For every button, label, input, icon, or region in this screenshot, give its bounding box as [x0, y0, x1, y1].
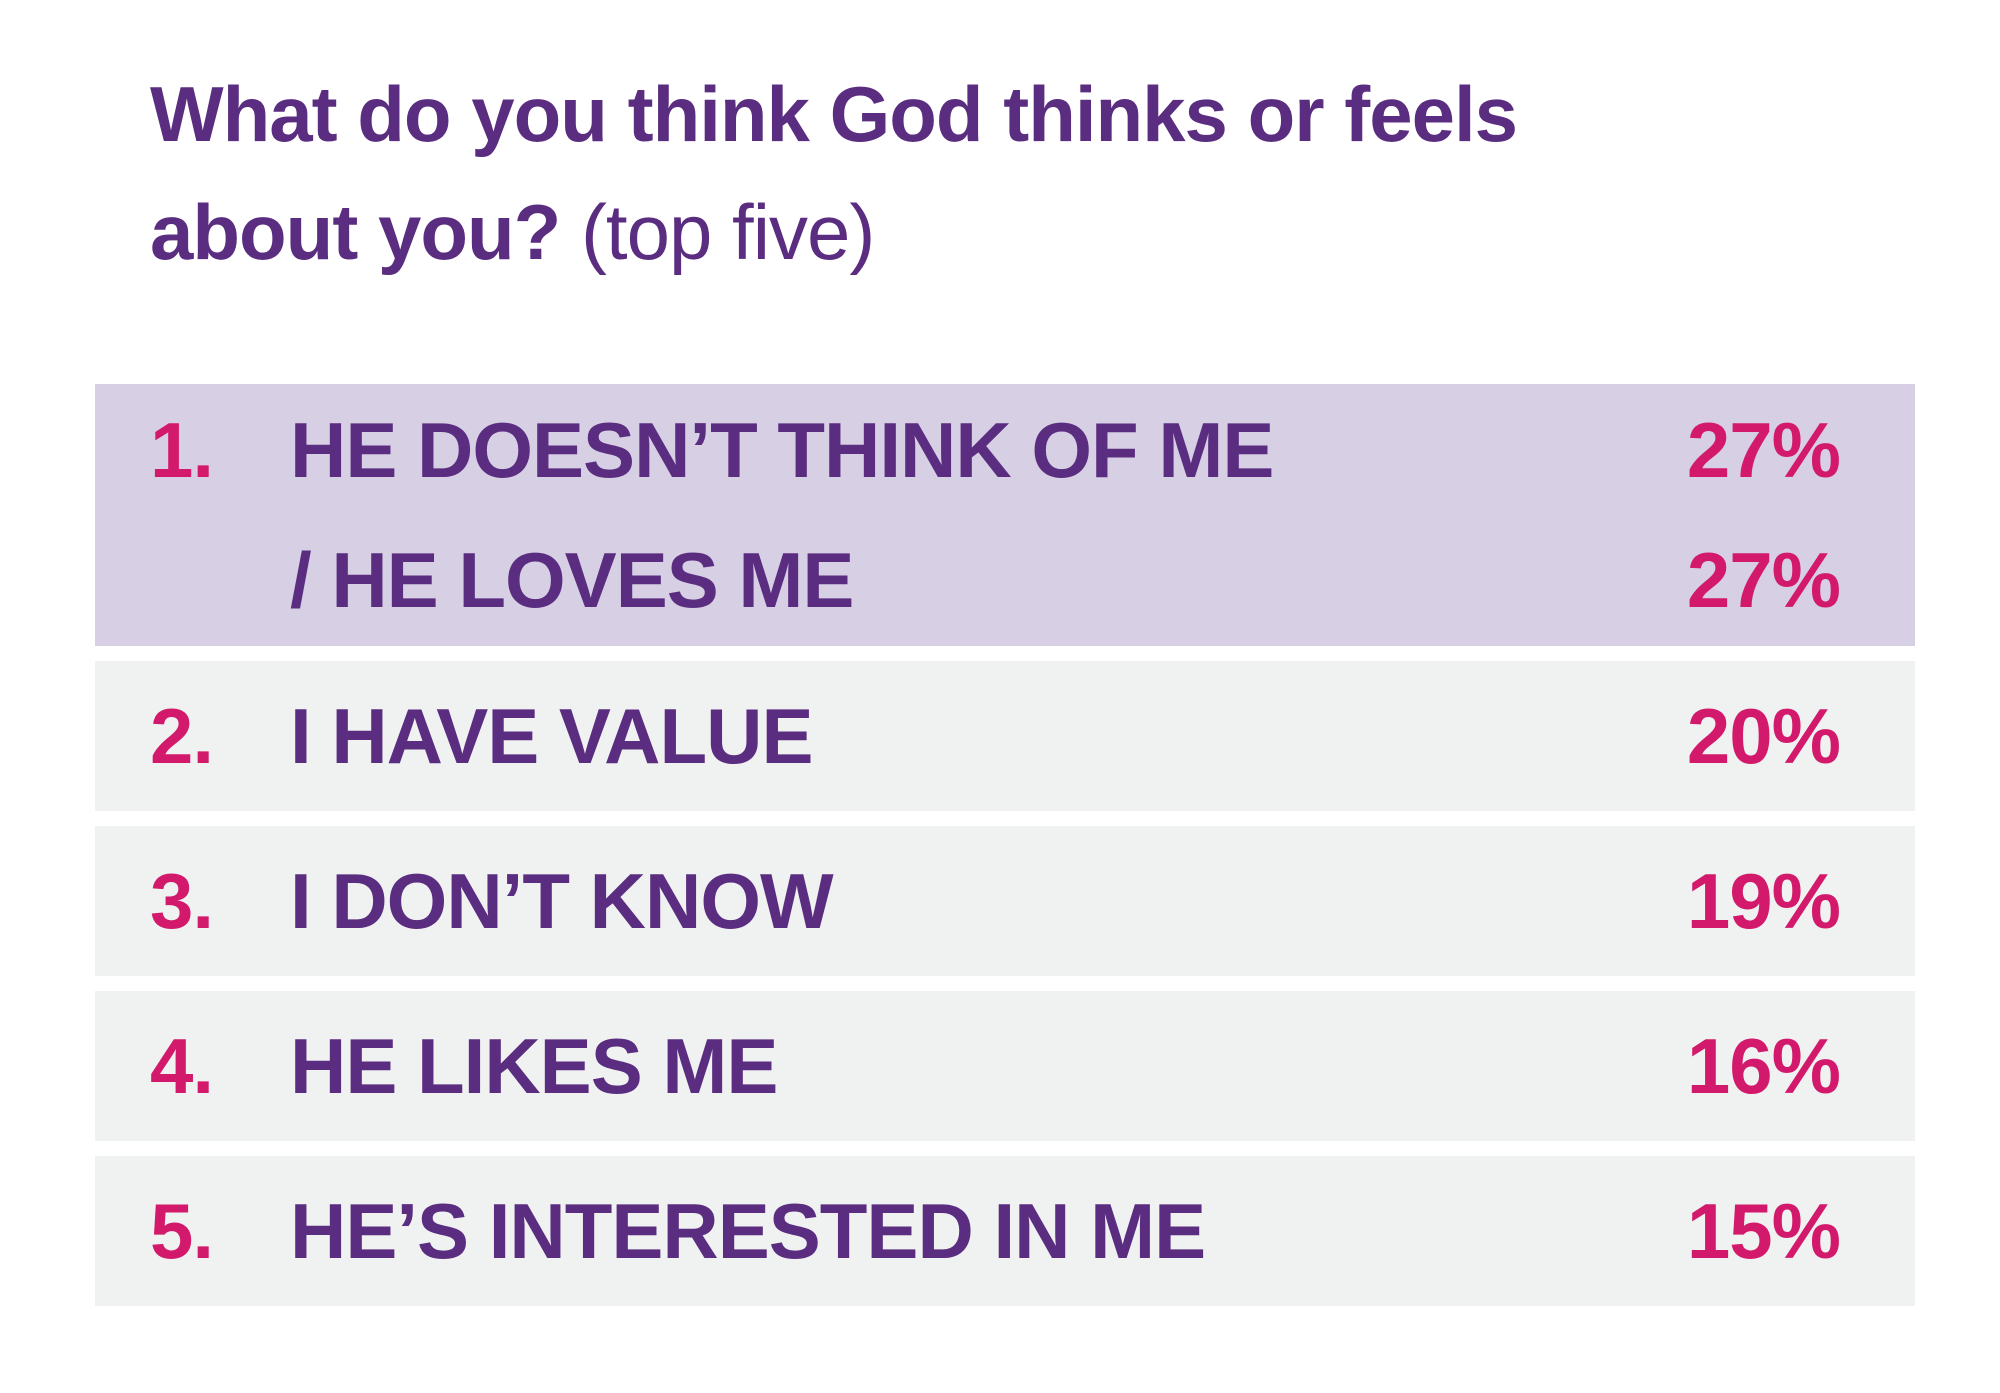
- rank-number: 2.: [150, 692, 214, 780]
- item-label: HE’S INTERESTED IN ME: [290, 1156, 1687, 1306]
- item-value-line: 27%: [1686, 536, 1841, 624]
- chart-title: What do you think God thinks or feels ab…: [150, 55, 1850, 291]
- item-value-line: 15%: [1686, 1187, 1841, 1275]
- list-item-5: 5. HE’S INTERESTED IN ME 15%: [95, 1156, 1915, 1306]
- chart-title-line1: What do you think God thinks or feels: [150, 70, 1518, 158]
- chart-title-qualifier: (top five): [580, 188, 875, 276]
- item-label-line: HE DOESN’T THINK OF ME: [290, 406, 1274, 494]
- item-value: 20%: [1687, 661, 1915, 811]
- rank-number: 3.: [150, 857, 214, 945]
- item-value: 19%: [1687, 826, 1915, 976]
- chart-title-line2: about you? (top five): [150, 173, 1850, 291]
- item-label: I DON’T KNOW: [290, 826, 1687, 976]
- rank-number: 5.: [150, 1187, 214, 1275]
- item-value: 27% 27%: [1687, 385, 1915, 645]
- item-label-line: HE’S INTERESTED IN ME: [290, 1187, 1206, 1275]
- item-label-line: HE LIKES ME: [290, 1022, 778, 1110]
- list-item-4: 4. HE LIKES ME 16%: [95, 991, 1915, 1141]
- list-item-3: 3. I DON’T KNOW 19%: [95, 826, 1915, 976]
- ranked-list: 1. HE DOESN’T THINK OF ME / HE LOVES ME …: [95, 384, 1915, 1321]
- item-label: HE LIKES ME: [290, 991, 1687, 1141]
- rank-number: 4.: [150, 1022, 214, 1110]
- list-item-1: 1. HE DOESN’T THINK OF ME / HE LOVES ME …: [95, 384, 1915, 646]
- item-label: I HAVE VALUE: [290, 661, 1687, 811]
- item-value: 16%: [1687, 991, 1915, 1141]
- rank-number: 1.: [150, 406, 214, 494]
- list-item-2: 2. I HAVE VALUE 20%: [95, 661, 1915, 811]
- chart-title-line2-bold: about you?: [150, 188, 561, 276]
- item-value-line: 16%: [1686, 1022, 1841, 1110]
- item-label-line: I HAVE VALUE: [290, 692, 813, 780]
- item-label-line: I DON’T KNOW: [290, 857, 834, 945]
- item-value: 15%: [1687, 1156, 1915, 1306]
- item-value-line: 19%: [1686, 857, 1841, 945]
- item-label-line: / HE LOVES ME: [290, 536, 854, 624]
- item-label: HE DOESN’T THINK OF ME / HE LOVES ME: [290, 385, 1687, 645]
- item-value-line: 27%: [1686, 406, 1841, 494]
- item-value-line: 20%: [1686, 692, 1841, 780]
